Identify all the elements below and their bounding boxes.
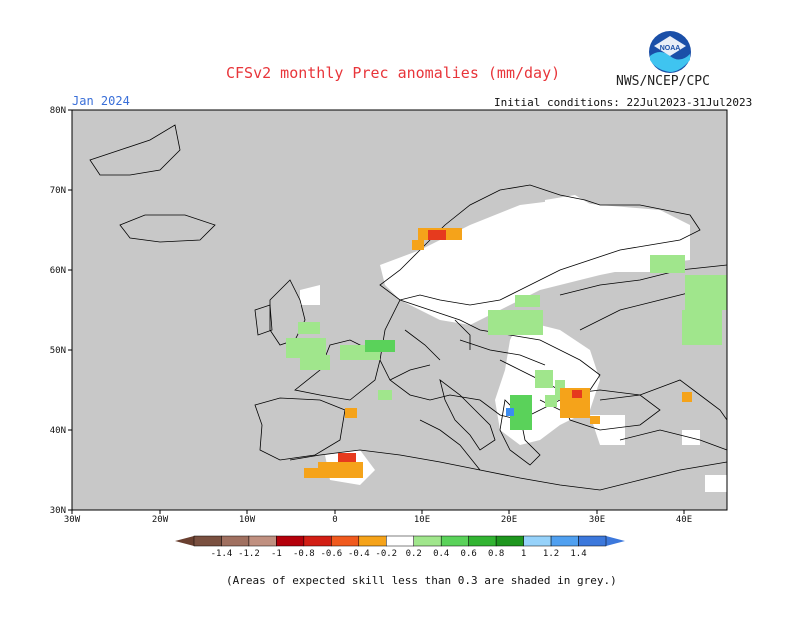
colorbar-swatch	[358, 535, 387, 547]
colorbar-swatch	[331, 535, 360, 547]
map-title: CFSv2 monthly Prec anomalies (mm/day)	[226, 64, 561, 82]
lat-label: 30N	[50, 506, 66, 516]
colorbar: -1.4 -1.2 -1 -0.8 -0.6 -0.4 -0.2 0.2 0.4 0.6 0.8 1 1…	[175, 535, 625, 559]
colorbar-swatch	[413, 535, 442, 547]
colorbar-high-arrow	[606, 536, 625, 546]
lat-label: 50N	[50, 346, 66, 356]
colorbar-swatch	[468, 535, 497, 547]
colorbar-low-arrow	[175, 536, 194, 546]
colorbar-tick-label: -1	[271, 549, 282, 559]
noaa-logo: NOAA	[649, 31, 691, 73]
lon-label: 30W	[64, 515, 81, 525]
colorbar-swatch	[248, 535, 277, 547]
latitude-axis: 80N 70N 60N 50N 40N 30N	[50, 106, 72, 516]
lon-label: 10W	[239, 515, 256, 525]
lat-label: 70N	[50, 186, 66, 196]
colorbar-tick-label: 1	[521, 549, 526, 559]
forecast-month: Jan 2024	[72, 94, 130, 108]
wet-anomaly-patches	[286, 255, 727, 430]
colorbar-tick-label: 0.6	[461, 549, 477, 559]
colorbar-tick-label: 1.4	[570, 549, 586, 559]
lat-label: 40N	[50, 426, 66, 436]
map-plot-area	[71, 109, 728, 511]
colorbar-tick-label: 0.4	[433, 549, 449, 559]
initial-conditions: Initial conditions: 22Jul2023-31Jul2023	[494, 96, 753, 109]
colorbar-tick-label: -0.2	[375, 549, 397, 559]
colorbar-tick-label: -0.8	[293, 549, 315, 559]
colorbar-tick-label: -1.4	[211, 549, 233, 559]
lat-label: 80N	[50, 106, 66, 116]
colorbar-swatch	[221, 535, 250, 547]
colorbar-swatch	[578, 535, 607, 547]
colorbar-tick-label: -0.6	[320, 549, 342, 559]
colorbar-tick-label: 0.8	[488, 549, 504, 559]
colorbar-tick-label: 1.2	[543, 549, 559, 559]
colorbar-swatch	[495, 535, 524, 547]
lon-label: 40E	[676, 515, 692, 525]
agency-label: NWS/NCEP/CPC	[616, 74, 710, 89]
plot-frame	[71, 109, 728, 511]
colorbar-tick-label: 0.2	[406, 549, 422, 559]
colorbar-swatch	[303, 535, 332, 547]
lat-label: 60N	[50, 266, 66, 276]
noaa-logo-text: NOAA	[660, 45, 681, 52]
colorbar-swatch	[523, 535, 552, 547]
colorbar-swatch	[440, 535, 469, 547]
lon-label: 20E	[501, 515, 517, 525]
lon-label: 20W	[152, 515, 169, 525]
colorbar-swatch	[193, 535, 222, 547]
colorbar-swatch	[386, 535, 414, 547]
low-skill-shading	[72, 110, 727, 510]
lon-label: 30E	[589, 515, 605, 525]
colorbar-tick-label: -0.4	[348, 549, 370, 559]
lon-label: 10E	[414, 515, 430, 525]
lon-label: 0	[332, 515, 337, 525]
colorbar-swatch	[276, 535, 305, 547]
skill-footnote: (Areas of expected skill less than 0.3 a…	[226, 574, 617, 587]
longitude-axis: 30W 20W 10W 0 10E 20E 30E 40E	[64, 510, 692, 525]
colorbar-swatch	[550, 535, 579, 547]
colorbar-tick-label: -1.2	[238, 549, 260, 559]
dry-anomaly-patches	[304, 228, 692, 478]
